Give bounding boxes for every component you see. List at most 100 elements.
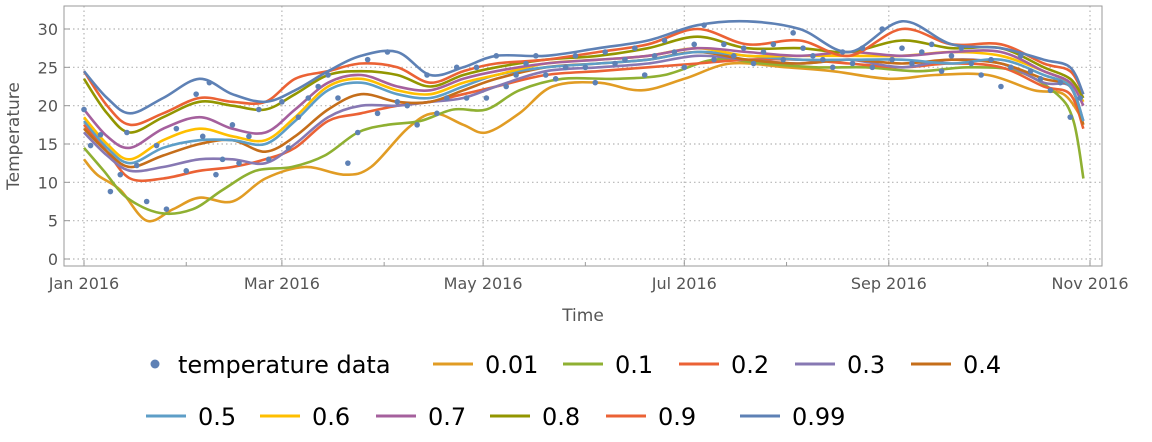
y-tick-label: 25 [38,58,58,77]
data-point [153,142,160,149]
legend: temperature data 0.01 0.1 0.2 0.3 0.4 0.5 0.6 0.… [146,351,1001,431]
data-point [869,64,876,71]
data-point [364,56,371,63]
data-point [711,56,717,63]
data-point [206,79,213,86]
data-point [183,168,190,174]
data-point [978,72,984,78]
legend-label-q02: 0.2 [731,351,769,379]
data-point [820,56,826,63]
data-point [671,49,678,55]
data-point [839,49,846,55]
data-point [229,122,236,128]
data-point [721,41,727,48]
legend-label-q04: 0.4 [963,351,1001,379]
data-point [107,188,114,195]
scatter-points [81,22,1083,212]
legend-label-q07: 0.7 [428,403,466,431]
data-point [770,41,777,48]
data-point [740,45,747,51]
legend-label-temperature-data: temperature data [178,351,391,379]
data-point [279,99,285,105]
data-point [246,133,252,140]
data-point [523,60,529,67]
data-point [1057,79,1064,86]
data-point [800,45,806,51]
legend-label-q08: 0.8 [542,403,580,431]
data-point [434,110,440,117]
data-point [173,125,180,132]
x-tick-label: May 2016 [444,274,523,293]
x-tick-label: Sep 2016 [851,274,927,293]
data-point [899,45,905,51]
data-point [701,22,707,28]
legend-label-q01: 0.1 [615,351,653,379]
legend-label-q05: 0.5 [198,403,236,431]
data-point [81,106,87,113]
data-point [124,129,130,136]
data-point [879,26,886,32]
legend-label-q03: 0.3 [847,351,885,379]
data-point [305,95,312,101]
data-point [97,132,104,138]
data-point [790,30,796,36]
data-point [236,160,242,166]
data-point [133,162,140,169]
series-line-q09 [82,27,1085,127]
data-point [295,114,302,120]
y-tick-label: 0 [48,250,58,269]
y-tick-label: 30 [38,20,58,39]
data-point [928,41,935,48]
data-point [374,110,381,117]
data-point [691,41,697,48]
data-point [1037,76,1044,82]
legend-label-q099: 0.99 [792,403,845,431]
data-point [87,142,94,149]
data-point [265,156,272,163]
legend-label-q09: 0.9 [658,403,696,431]
data-point [968,60,975,67]
data-point [117,171,124,178]
data-point [384,49,391,55]
data-point [256,106,262,113]
data-point [760,49,767,55]
data-point [988,56,994,63]
data-point [780,56,787,63]
data-point [163,206,170,212]
data-point [315,83,321,90]
legend-marker-temperature-data [150,359,160,369]
y-tick-label: 20 [38,97,58,116]
data-point [859,45,866,51]
data-point [335,95,341,101]
data-point [453,64,460,71]
data-point [938,68,945,74]
data-point [641,72,648,78]
y-tick-label: 10 [38,173,58,192]
data-point [632,45,638,51]
data-point [394,99,401,105]
x-axis-title: Time [561,306,604,326]
series-line-q001 [82,61,1085,223]
plot-border [63,5,1103,267]
series-line-q04 [83,50,1085,169]
data-point [562,64,569,71]
grid [64,6,1102,266]
data-point [542,72,549,78]
data-point [354,129,361,136]
y-tick-label: 5 [48,212,58,231]
x-tick-label: Mar 2016 [244,274,320,293]
data-point [463,95,470,101]
data-point [612,60,618,67]
data-point [730,53,737,59]
data-point [909,60,915,67]
plot-frame [63,5,1103,267]
data-point [661,37,668,44]
data-point [444,95,450,101]
data-point [958,45,965,51]
x-tick-label: Nov 2016 [1051,274,1128,293]
data-point [651,53,658,59]
y-tick-label: 15 [38,135,58,154]
data-point [622,56,628,63]
data-point [285,145,292,151]
